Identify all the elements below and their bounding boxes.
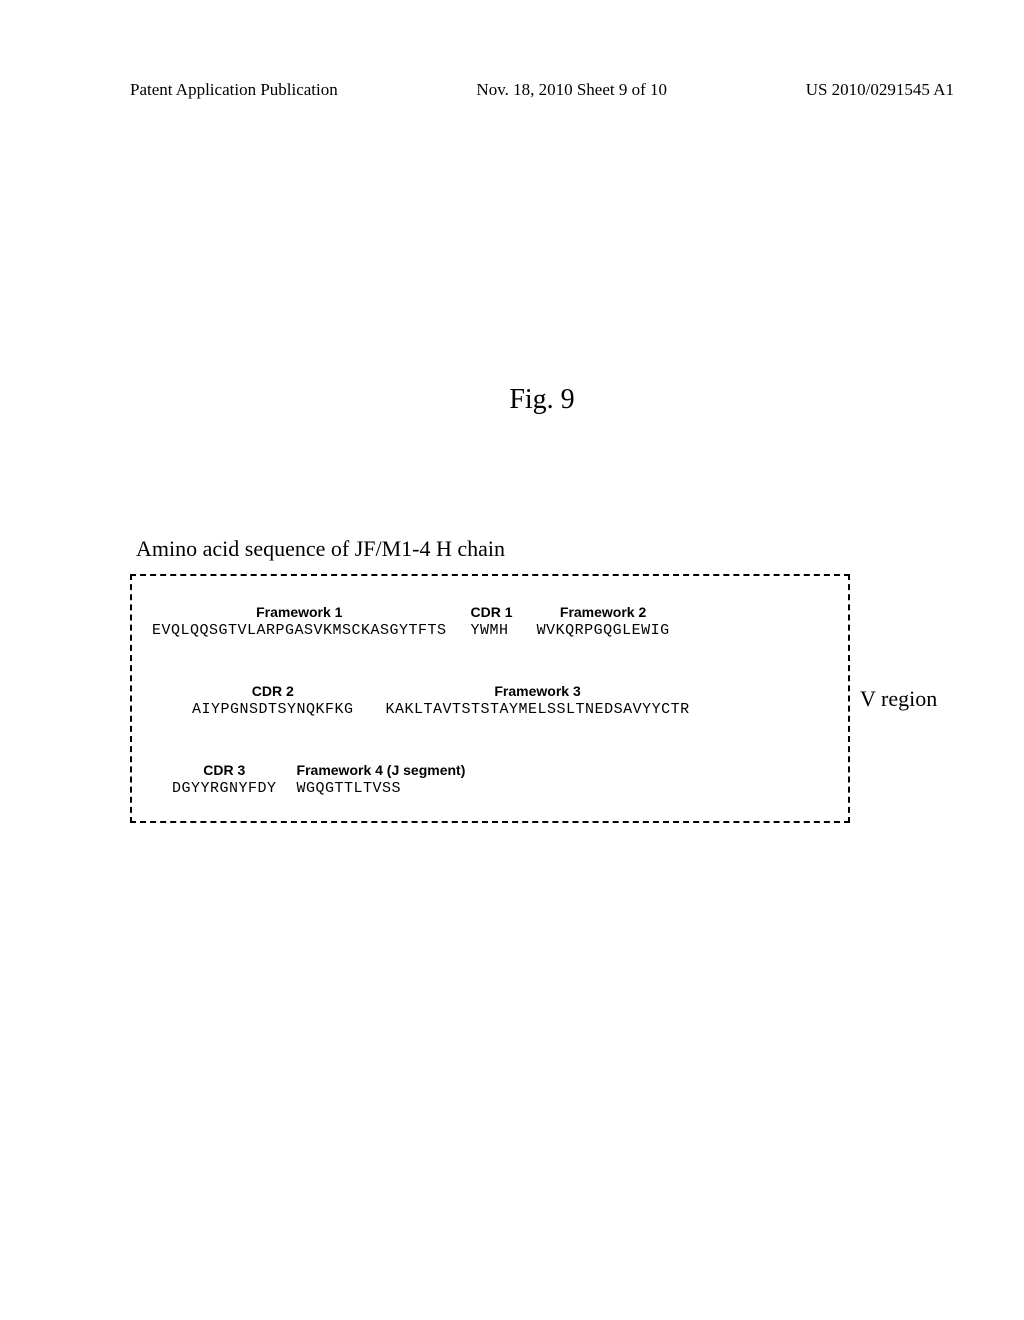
header-mid: Nov. 18, 2010 Sheet 9 of 10 [476,80,667,100]
page: Patent Application Publication Nov. 18, … [0,0,1024,1320]
header-right: US 2010/0291545 A1 [806,80,954,100]
page-header: Patent Application Publication Nov. 18, … [130,80,954,104]
framework3-block: Framework 3 KAKLTAVTSTSTAYMELSSLTNEDSAVY… [386,683,690,718]
spacer [354,683,386,718]
framework3-seq: KAKLTAVTSTSTAYMELSSLTNEDSAVYYCTR [386,701,690,718]
framework2-label: Framework 2 [537,604,670,620]
sequence-wrapper: Framework 1 EVQLQQSGTVLARPGASVKMSCKASGYT… [130,574,954,823]
cdr3-block: CDR 3 DGYYRGNYFDY [172,762,277,797]
spacer [513,604,537,639]
cdr2-block: CDR 2 AIYPGNSDTSYNQKFKG [192,683,354,718]
figure-caption: Fig. 9 [130,384,954,416]
cdr3-seq: DGYYRGNYFDY [172,780,277,797]
framework1-label: Framework 1 [152,604,447,620]
sequence-box: Framework 1 EVQLQQSGTVLARPGASVKMSCKASGYT… [130,574,850,823]
v-region-label: V region [860,686,937,712]
framework1-seq: EVQLQQSGTVLARPGASVKMSCKASGYTFTS [152,622,447,639]
sequence-row-1: Framework 1 EVQLQQSGTVLARPGASVKMSCKASGYT… [152,604,820,639]
framework2-block: Framework 2 WVKQRPGQGLEWIG [537,604,670,639]
sequence-row-3: CDR 3 DGYYRGNYFDY Framework 4 (J segment… [152,762,820,797]
framework4-label: Framework 4 (J segment) [297,762,466,778]
sequence-title: Amino acid sequence of JF/M1-4 H chain [136,536,954,562]
header-left: Patent Application Publication [130,80,338,100]
sequence-row-2: CDR 2 AIYPGNSDTSYNQKFKG Framework 3 KAKL… [152,683,820,718]
cdr2-label: CDR 2 [192,683,354,699]
cdr3-label: CDR 3 [172,762,277,778]
framework1-block: Framework 1 EVQLQQSGTVLARPGASVKMSCKASGYT… [152,604,447,639]
spacer [277,762,297,797]
cdr2-seq: AIYPGNSDTSYNQKFKG [192,701,354,718]
framework2-seq: WVKQRPGQGLEWIG [537,622,670,639]
framework3-label: Framework 3 [386,683,690,699]
cdr1-block: CDR 1 YWMH [471,604,513,639]
spacer [447,604,471,639]
cdr1-seq: YWMH [471,622,513,639]
framework4-block: Framework 4 (J segment) WGQGTTLTVSS [297,762,466,797]
cdr1-label: CDR 1 [471,604,513,620]
framework4-seq: WGQGTTLTVSS [297,780,466,797]
